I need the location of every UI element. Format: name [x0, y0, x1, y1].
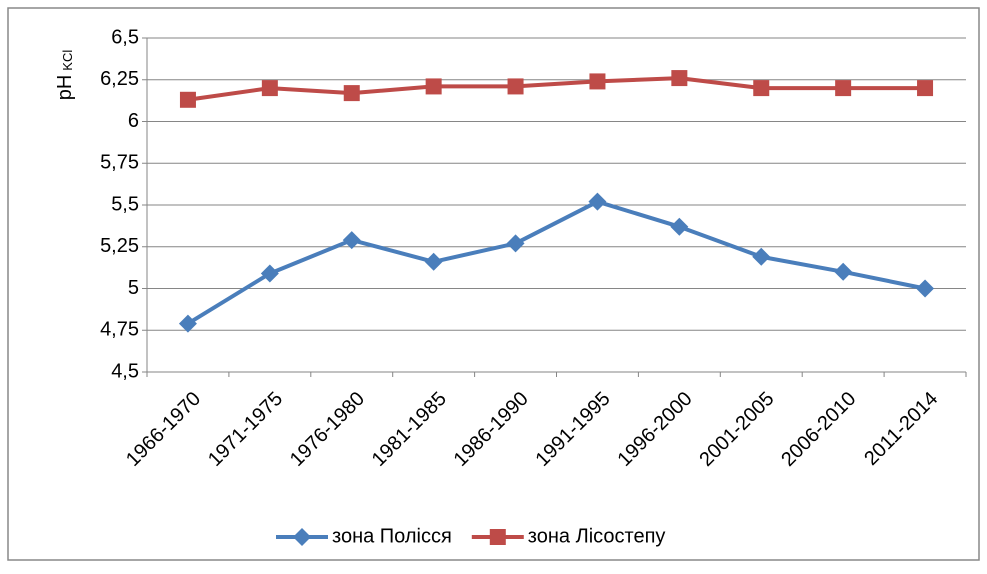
legend-marker: [489, 529, 506, 545]
y-tick-label: 5,25: [100, 235, 139, 257]
point: [425, 78, 442, 95]
y-tick-label: 4,75: [100, 319, 139, 341]
point: [835, 80, 852, 97]
y-axis-title: pH KCl: [54, 50, 76, 101]
point: [342, 231, 361, 250]
y-tick-label: 5,5: [111, 193, 139, 215]
legend-label: зона Полісся: [332, 525, 452, 547]
point: [916, 279, 935, 298]
y-axis-label: pH: [54, 75, 76, 101]
y-axis-label-subscript: KCl: [60, 50, 75, 71]
y-tick-label: 5: [128, 277, 139, 299]
point: [179, 91, 196, 108]
y-tick-label: 6,5: [111, 26, 139, 48]
point: [588, 192, 607, 211]
legend-marker: [293, 528, 311, 546]
point: [261, 80, 278, 97]
series-line: [187, 76, 926, 102]
point: [507, 78, 524, 95]
point: [178, 314, 197, 333]
point: [834, 262, 853, 281]
point: [670, 217, 689, 236]
y-tick-label: 6: [128, 110, 139, 132]
point: [753, 80, 770, 97]
point: [752, 247, 771, 266]
point: [343, 85, 360, 102]
point: [424, 252, 443, 271]
point: [506, 234, 525, 253]
y-tick-label: 5,75: [100, 152, 139, 174]
y-tick-label: 6,25: [100, 68, 139, 90]
point: [260, 264, 279, 283]
point: [671, 70, 688, 87]
point: [917, 80, 934, 97]
point: [589, 73, 606, 90]
series-line: [186, 199, 926, 326]
y-tick-label: 4,5: [111, 360, 139, 382]
chart-frame: [7, 7, 980, 561]
legend-label: зона Лісостепу: [528, 525, 666, 547]
